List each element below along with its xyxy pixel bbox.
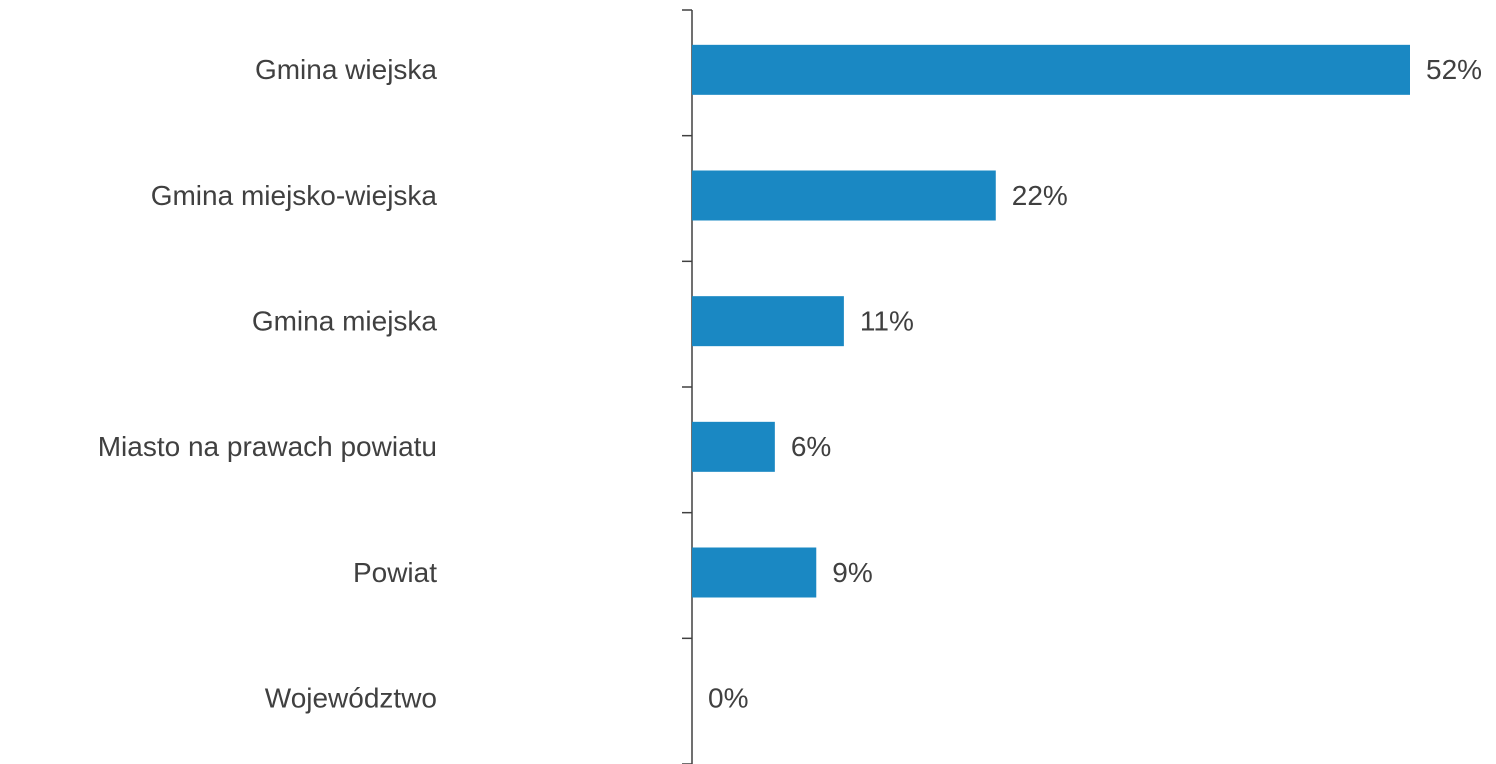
value-label: 9% xyxy=(832,557,872,588)
category-label: Powiat xyxy=(353,557,437,588)
category-label: Miasto na prawach powiatu xyxy=(98,431,437,462)
bar xyxy=(692,421,775,472)
value-label: 6% xyxy=(791,431,831,462)
value-label: 0% xyxy=(708,683,748,714)
value-label: 22% xyxy=(1012,180,1068,211)
category-label: Gmina miejska xyxy=(252,306,438,337)
category-label: Województwo xyxy=(265,683,437,714)
value-label: 11% xyxy=(860,306,914,337)
bar xyxy=(692,170,996,221)
bar xyxy=(692,44,1410,95)
value-label: 52% xyxy=(1426,54,1482,85)
category-label: Gmina wiejska xyxy=(255,54,437,85)
category-label: Gmina miejsko-wiejska xyxy=(151,180,438,211)
bar xyxy=(692,296,844,347)
bar xyxy=(692,547,817,598)
